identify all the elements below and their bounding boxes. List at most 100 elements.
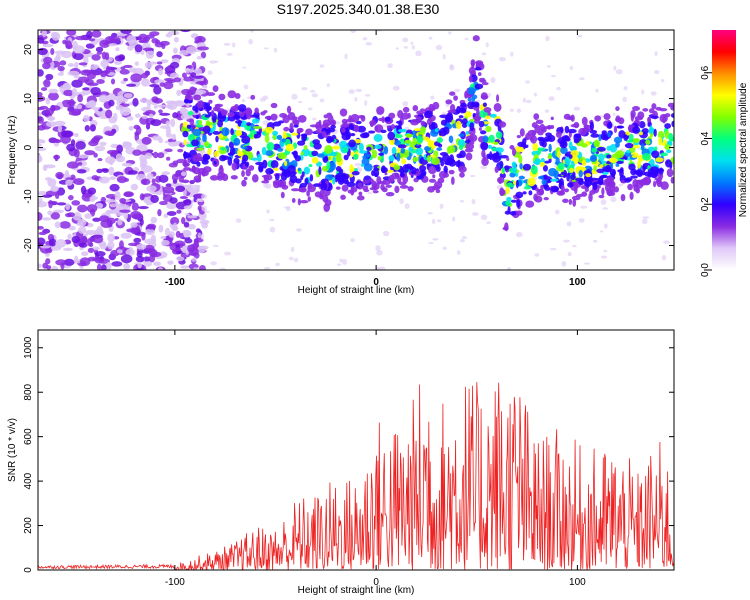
heat-cell: [305, 128, 313, 136]
heat-cell: [510, 199, 518, 203]
heat-cell: [140, 50, 145, 55]
heat-cell: [190, 72, 197, 77]
y-tick-label: 200: [23, 517, 34, 534]
heat-cell: [228, 141, 234, 149]
heat-cell: [177, 148, 184, 153]
heat-cell: [603, 249, 608, 253]
heat-cell: [461, 236, 468, 240]
heat-cell: [286, 105, 292, 114]
heat-cell: [447, 109, 457, 114]
heat-cell: [402, 37, 409, 43]
heat-cell: [153, 98, 163, 104]
heat-cell: [324, 144, 333, 154]
heat-cell: [290, 246, 295, 253]
heat-cell: [106, 93, 116, 102]
heat-cell: [319, 98, 325, 103]
heat-cell: [641, 89, 645, 95]
heat-cell: [65, 179, 73, 186]
heat-cell: [426, 155, 431, 163]
heat-cell: [532, 142, 539, 152]
heat-cell: [537, 147, 542, 155]
heat-cell: [632, 138, 641, 143]
heat-cell: [383, 146, 389, 155]
heat-cell: [381, 116, 385, 124]
heat-cell: [127, 170, 138, 175]
heat-cell: [196, 147, 204, 151]
heat-cell: [416, 110, 425, 115]
heat-cell: [412, 129, 416, 139]
heat-cell: [270, 113, 278, 121]
heat-cell: [615, 150, 625, 159]
heat-cell: [493, 102, 502, 112]
heat-cell: [639, 131, 643, 136]
heat-cell: [181, 179, 190, 184]
heat-cell: [661, 255, 667, 261]
heat-cell: [548, 96, 555, 101]
heat-cell: [560, 146, 568, 155]
heat-cell: [104, 156, 116, 164]
heat-cell: [183, 159, 188, 168]
heat-cell: [192, 267, 200, 270]
heat-cell: [589, 129, 598, 134]
heat-cell: [57, 72, 64, 77]
heat-cell: [476, 108, 480, 116]
heat-cell: [62, 247, 73, 252]
heat-cell: [223, 42, 231, 46]
heat-cell: [296, 128, 303, 134]
heat-cell: [328, 161, 337, 171]
heat-cell: [482, 135, 489, 143]
heat-cell: [50, 105, 61, 111]
heat-cell: [498, 121, 507, 128]
heat-cell: [603, 150, 611, 154]
heat-cell: [92, 217, 101, 222]
heat-cell: [126, 228, 137, 233]
heat-cell: [458, 115, 464, 119]
heat-cell: [469, 141, 475, 145]
x-tick-label: 0: [373, 277, 379, 288]
y-tick-label: 800: [23, 383, 34, 400]
heat-cell: [291, 93, 298, 100]
heat-cell: [43, 164, 56, 169]
heat-cell: [609, 143, 618, 153]
heat-cell: [168, 231, 175, 238]
heat-cell: [509, 211, 517, 216]
heat-cell: [589, 121, 595, 131]
heat-cell: [417, 131, 426, 135]
heat-cell: [299, 182, 307, 189]
heat-cell: [388, 155, 395, 162]
heat-cell: [525, 80, 530, 84]
heat-cell: [145, 122, 151, 130]
heat-cell: [45, 97, 51, 105]
heat-cell: [263, 266, 271, 270]
heat-cell: [445, 99, 453, 105]
heat-cell: [198, 119, 203, 126]
heat-cell: [584, 175, 588, 181]
heat-cell: [468, 75, 473, 83]
heat-cell: [84, 213, 92, 219]
heat-cell: [530, 135, 538, 144]
heat-cell: [340, 127, 346, 133]
heat-cell: [65, 203, 71, 211]
heat-cell: [212, 85, 219, 92]
heat-cell: [624, 142, 634, 149]
heat-cell: [153, 105, 158, 109]
heat-cell: [38, 138, 44, 144]
heat-cell: [100, 60, 109, 68]
heat-cell: [90, 86, 101, 96]
heat-cell: [196, 100, 204, 109]
heat-cell: [165, 133, 173, 138]
heat-cell: [461, 118, 468, 125]
heat-cell: [610, 196, 617, 203]
heat-cell: [407, 186, 414, 192]
heat-cell: [603, 113, 611, 121]
heat-cell: [196, 161, 201, 167]
heat-cell: [230, 175, 238, 180]
spectrogram-heatmap: [38, 30, 674, 270]
heat-cell: [400, 147, 406, 154]
heat-cell: [101, 51, 107, 60]
heat-cell: [600, 199, 607, 206]
heat-cell: [472, 112, 476, 118]
heat-cell: [330, 124, 336, 129]
heat-cell: [235, 120, 243, 124]
heat-cell: [291, 116, 298, 120]
